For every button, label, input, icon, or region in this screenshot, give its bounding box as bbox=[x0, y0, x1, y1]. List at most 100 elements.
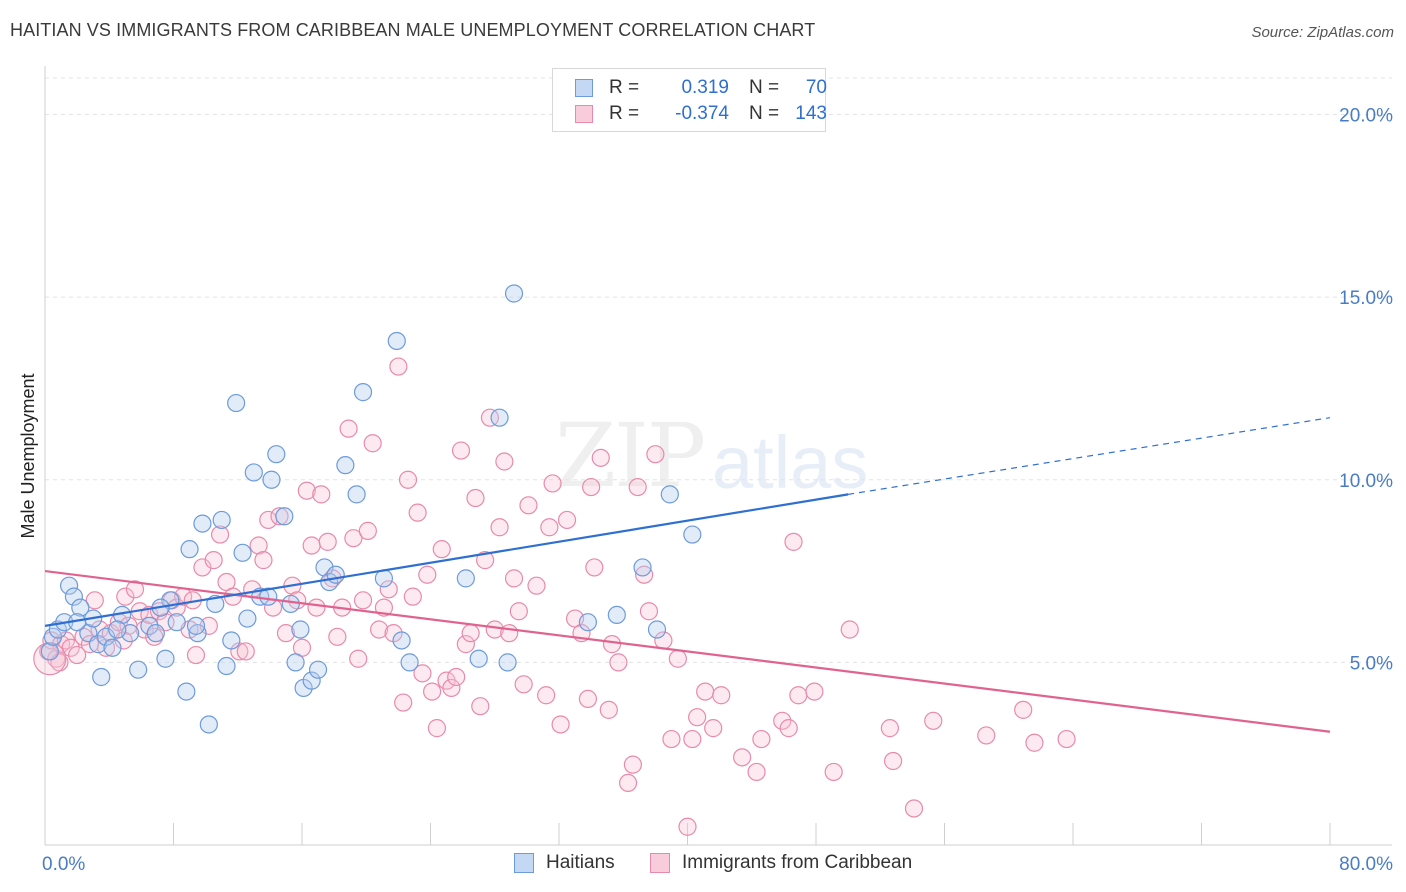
data-point-caribbean bbox=[403, 587, 422, 606]
data-point-haitian bbox=[156, 649, 175, 668]
data-point-haitian bbox=[392, 631, 411, 650]
data-point-haitian bbox=[302, 671, 321, 690]
data-point-haitian bbox=[186, 616, 206, 635]
legend-swatch-caribbean bbox=[650, 853, 670, 873]
data-point-haitian bbox=[96, 627, 116, 646]
data-point-haitian bbox=[103, 638, 122, 657]
data-point-caribbean bbox=[353, 591, 373, 610]
legend-r-label: R = bbox=[609, 77, 640, 98]
data-point-caribbean bbox=[307, 598, 326, 617]
data-point-haitian bbox=[262, 470, 281, 489]
data-point-haitian bbox=[607, 605, 626, 625]
data-point-caribbean bbox=[582, 477, 601, 497]
data-point-haitian bbox=[212, 510, 231, 530]
data-point-caribbean bbox=[249, 536, 268, 555]
data-point-haitian bbox=[129, 660, 148, 679]
data-point-haitian bbox=[347, 485, 366, 504]
data-point-caribbean bbox=[773, 711, 792, 730]
data-point-caribbean bbox=[540, 518, 559, 537]
data-point-caribbean bbox=[418, 565, 437, 584]
data-point-caribbean bbox=[349, 649, 368, 668]
data-point-haitian bbox=[286, 653, 305, 672]
data-point-caribbean bbox=[114, 631, 133, 650]
legend-r-value: -0.374 bbox=[675, 103, 729, 124]
data-point-caribbean bbox=[461, 624, 480, 643]
data-point-caribbean bbox=[789, 686, 808, 705]
data-point-caribbean bbox=[824, 762, 843, 782]
data-point-caribbean bbox=[500, 624, 519, 643]
data-point-haitian bbox=[146, 624, 165, 643]
axis-labels: 5.0% 10.0% 15.0% 20.0% 0.0% 80.0% Male Unemplo… bbox=[18, 106, 1393, 875]
y-tick-label: 20.0% bbox=[1339, 106, 1393, 127]
legend-r-label: R = bbox=[609, 103, 640, 124]
data-point-caribbean bbox=[466, 488, 485, 508]
data-point-caribbean bbox=[623, 755, 642, 774]
data-point-caribbean bbox=[432, 540, 451, 559]
data-point-caribbean bbox=[578, 689, 598, 709]
data-point-haitian bbox=[504, 284, 524, 303]
data-point-caribbean bbox=[609, 653, 628, 672]
data-point-haitian bbox=[578, 613, 598, 632]
data-point-caribbean bbox=[236, 642, 255, 661]
data-point-caribbean bbox=[779, 719, 798, 738]
data-point-caribbean bbox=[451, 441, 471, 460]
data-point-haitian bbox=[326, 565, 345, 584]
data-point-haitian bbox=[140, 616, 159, 635]
data-point-caribbean bbox=[1014, 700, 1033, 719]
data-point-caribbean bbox=[68, 645, 87, 665]
data-point-caribbean bbox=[747, 762, 766, 782]
data-point-caribbean bbox=[447, 667, 466, 687]
data-point-haitian bbox=[177, 682, 196, 701]
legend-label-haitians: Haitians bbox=[546, 852, 615, 873]
data-point-caribbean bbox=[116, 587, 135, 606]
data-point-haitian bbox=[64, 587, 84, 606]
data-point-caribbean bbox=[186, 645, 206, 665]
data-point-caribbean bbox=[696, 682, 715, 701]
data-point-caribbean bbox=[379, 580, 398, 599]
legend-r-value: 0.319 bbox=[681, 77, 729, 98]
data-point-haitian bbox=[199, 715, 218, 734]
data-point-caribbean bbox=[389, 357, 408, 376]
series-immigrants-from-caribbean bbox=[33, 357, 1076, 836]
data-point-caribbean bbox=[210, 525, 230, 544]
y-axis-label: Male Unemployment bbox=[18, 373, 38, 538]
data-point-haitian bbox=[40, 642, 59, 661]
data-point-caribbean bbox=[485, 620, 504, 639]
data-point-caribbean bbox=[504, 569, 524, 588]
data-point-haitian bbox=[193, 514, 212, 533]
y-tick-label: 5.0% bbox=[1350, 653, 1393, 674]
data-point-caribbean bbox=[1057, 729, 1076, 749]
data-point-haitian bbox=[108, 620, 127, 639]
correlation-legend: R = 0.319 N = 70 R = -0.374 N = 143 bbox=[552, 68, 827, 132]
data-point-caribbean bbox=[805, 682, 824, 701]
data-point-caribbean bbox=[423, 682, 442, 701]
data-point-haitian bbox=[469, 649, 488, 668]
legend-item-caribbean[interactable]: Immigrants from Caribbean bbox=[650, 852, 912, 874]
legend-item-haitians[interactable]: Haitians bbox=[514, 852, 615, 874]
data-point-caribbean bbox=[427, 719, 447, 738]
source-label: Source: ZipAtlas.com bbox=[1251, 24, 1394, 41]
data-point-haitian bbox=[281, 594, 300, 614]
data-point-haitian bbox=[660, 485, 679, 504]
data-point-haitian bbox=[291, 620, 310, 639]
series-haitians bbox=[40, 284, 702, 734]
legend-label-caribbean: Immigrants from Caribbean bbox=[682, 852, 913, 873]
legend-swatch-blue bbox=[575, 79, 593, 97]
grid-lines bbox=[45, 77, 1392, 663]
series-legend: Haitians Immigrants from Caribbean bbox=[0, 852, 1406, 876]
legend-row-caribbean: R = -0.374 N = 143 bbox=[575, 101, 827, 127]
trend-lines bbox=[44, 417, 1331, 733]
data-point-caribbean bbox=[125, 580, 145, 599]
data-point-caribbean bbox=[662, 729, 681, 749]
data-point-caribbean bbox=[413, 664, 432, 683]
data-point-haitian bbox=[400, 653, 419, 672]
data-point-caribbean bbox=[585, 558, 604, 577]
data-point-caribbean bbox=[639, 602, 659, 621]
chart-title: HAITIAN VS IMMIGRANTS FROM CARIBBEAN MAL… bbox=[10, 20, 816, 40]
data-point-caribbean bbox=[1025, 733, 1044, 752]
data-point-caribbean bbox=[276, 624, 296, 643]
watermark-zip: ZIP bbox=[555, 404, 706, 507]
trend-line-caribbean bbox=[44, 569, 1331, 733]
data-point-caribbean bbox=[678, 817, 697, 836]
trend-line-haitians-extrapolated bbox=[848, 417, 1331, 495]
